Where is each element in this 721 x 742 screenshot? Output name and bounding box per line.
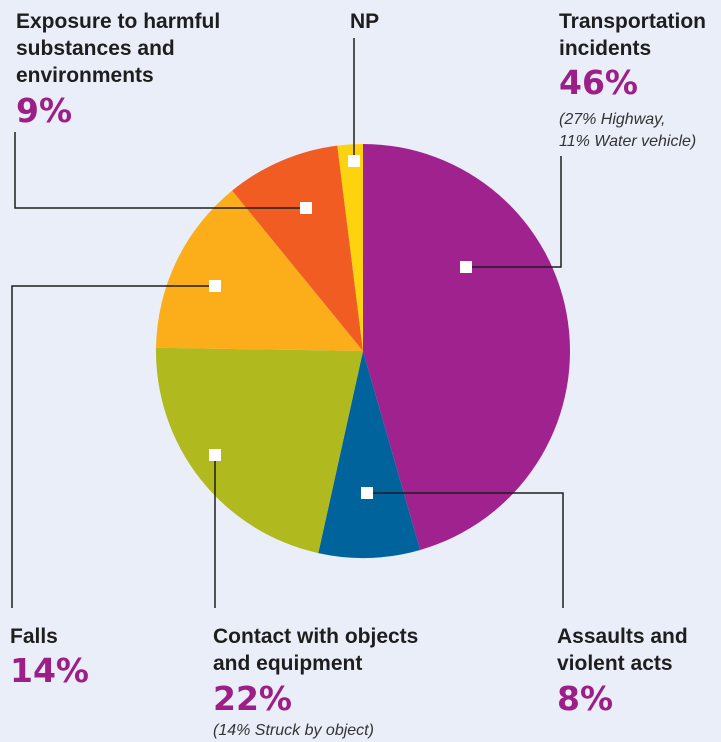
- pie-slices: [156, 144, 570, 558]
- label-assaults-title-2: violent acts: [557, 652, 673, 675]
- label-contact-percent: 22%: [213, 679, 292, 718]
- label-exposure: Exposure to harmful substances and envir…: [16, 10, 220, 130]
- label-falls-percent: 14%: [10, 651, 89, 690]
- pie-slice-contact: [156, 347, 363, 554]
- slice-markers: [209, 155, 472, 499]
- label-transportation: Transportation incidents 46% (27% Highwa…: [559, 10, 706, 150]
- slice-marker-falls: [209, 280, 221, 292]
- label-assaults: Assaults and violent acts 8%: [557, 625, 688, 718]
- pie-slice-assaults: [318, 351, 421, 558]
- label-transportation-note-1: (27% Highway,: [559, 111, 665, 128]
- pie-slice-np: [337, 144, 363, 351]
- slice-marker-exposure: [300, 202, 312, 214]
- label-transportation-title-2: incidents: [559, 37, 651, 60]
- label-assaults-percent: 8%: [557, 679, 613, 718]
- label-falls: Falls 14%: [10, 625, 89, 690]
- label-contact: Contact with objects and equipment 22% (…: [213, 625, 418, 739]
- label-transportation-title-1: Transportation: [559, 10, 706, 33]
- slice-marker-assaults: [361, 487, 373, 499]
- label-transportation-note-2: 11% Water vehicle): [559, 133, 696, 150]
- label-np: NP: [350, 10, 379, 33]
- label-exposure-percent: 9%: [16, 91, 72, 130]
- pie-slice-falls: [156, 190, 363, 351]
- label-assaults-title-1: Assaults and: [557, 625, 688, 648]
- label-np-title-1: NP: [350, 10, 379, 33]
- leader-line-assaults: [373, 492, 564, 608]
- pie-slice-exposure: [232, 145, 363, 351]
- leader-line-transportation: [472, 156, 562, 268]
- label-exposure-title-2: substances and: [16, 37, 175, 60]
- label-exposure-title-1: Exposure to harmful: [16, 10, 220, 33]
- label-contact-title-1: Contact with objects: [213, 625, 418, 648]
- label-contact-title-2: and equipment: [213, 652, 362, 675]
- label-transportation-percent: 46%: [559, 63, 638, 102]
- label-contact-note-1: (14% Struck by object): [213, 722, 374, 739]
- slice-marker-transportation: [460, 261, 472, 273]
- pie-slice-transportation: [363, 144, 570, 550]
- slice-marker-contact: [209, 449, 221, 461]
- leader-line-falls: [11, 285, 209, 608]
- slice-marker-np: [348, 155, 360, 167]
- label-falls-title-1: Falls: [10, 625, 58, 648]
- label-exposure-title-3: environments: [16, 64, 154, 87]
- leader-lines: [11, 38, 564, 608]
- leader-line-exposure: [14, 132, 300, 209]
